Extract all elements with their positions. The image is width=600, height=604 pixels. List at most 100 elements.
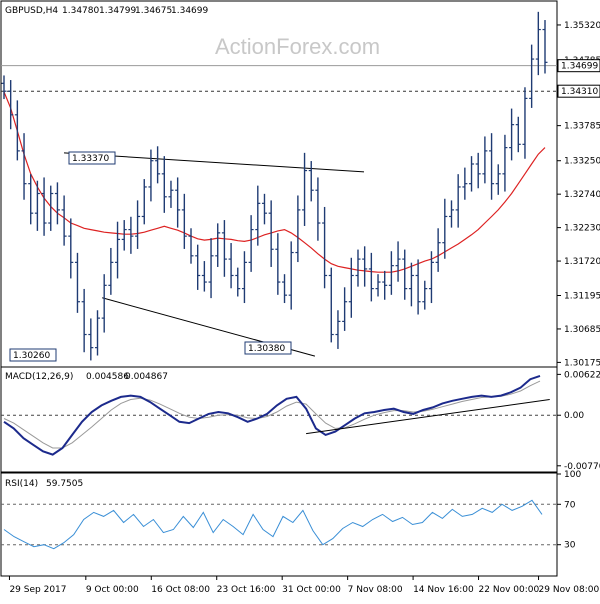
price-bar [275, 233, 281, 295]
macd-signal-line [3, 380, 541, 449]
annotation-label: 1.30380 [248, 344, 285, 354]
price-bar [509, 108, 515, 161]
price-bar [255, 185, 261, 246]
price-bar [61, 195, 67, 246]
price-bar [442, 198, 448, 259]
price-annotations: 1.33370 1.30260 1.30380 [9, 151, 292, 362]
annotation-label-box [244, 341, 292, 355]
price-bar [21, 133, 27, 200]
macd-plot: 0.006228 0.00 -0.007706 [1, 370, 600, 472]
price-bar [81, 288, 87, 353]
rsi-panel-frame [0, 472, 558, 577]
price-bar [342, 287, 348, 331]
price-bar [14, 100, 20, 161]
price-bar [428, 251, 434, 304]
rsi-line [3, 499, 543, 550]
price-bar [195, 244, 201, 290]
price-bar [235, 267, 241, 297]
price-tick-label: 1.32230 [564, 224, 600, 234]
time-tick-label: 29 Nov 08:00 [539, 585, 600, 595]
rsi-header-label: RSI(14) [5, 479, 38, 489]
price-bar [241, 251, 247, 304]
price-bar [362, 246, 368, 287]
time-tick-label: 16 Oct 08:00 [151, 585, 210, 595]
price-bar [469, 156, 475, 192]
time-tick-label: 14 Nov 16:00 [413, 585, 474, 595]
time-axis: 29 Sep 2017 9 Oct 00:00 16 Oct 08:00 23 Oct… [8, 576, 600, 595]
price-bar [248, 215, 254, 272]
level-line-tag: 1.34310 [561, 87, 598, 97]
macd-trendline [306, 398, 550, 435]
rsi-header-value: 59.7505 [46, 479, 83, 489]
price-bar [448, 200, 454, 228]
price-bar [101, 274, 107, 333]
price-bar [368, 252, 374, 302]
price-bar [115, 221, 121, 279]
price-bar [121, 220, 127, 251]
price-bar [155, 146, 161, 184]
price-bar [388, 251, 394, 295]
price-bar [8, 80, 14, 130]
price-bar [201, 261, 207, 292]
price-bar [261, 193, 267, 225]
macd-tick-label: -0.007706 [564, 462, 600, 472]
price-bar [148, 149, 154, 202]
price-bar [375, 274, 381, 297]
macd-header-label: MACD(12,26,9) [5, 372, 73, 382]
macd-line [3, 374, 541, 456]
macd-tick-label: 0.006228 [564, 370, 600, 380]
price-bar [1, 75, 7, 100]
price-bar [395, 241, 401, 282]
price-bar [455, 174, 461, 228]
price-bar [268, 200, 274, 267]
price-header-close: 1.34699 [171, 6, 208, 16]
price-bars [1, 11, 548, 361]
price-bar [288, 241, 294, 310]
price-header-low: 1.34675 [135, 6, 172, 16]
time-tick-label: 7 Nov 08:00 [348, 585, 403, 595]
time-tick-label: 29 Sep 2017 [9, 585, 66, 595]
price-bar [88, 318, 94, 361]
price-bar [48, 185, 54, 231]
time-tick-label: 23 Oct 16:00 [217, 585, 276, 595]
watermark: ActionForex.com [215, 34, 380, 59]
price-bar [95, 310, 101, 356]
time-tick-label: 9 Oct 00:00 [86, 585, 139, 595]
price-header-open: 1.34780 [62, 6, 99, 16]
price-bar [348, 257, 354, 318]
price-tick-label: 1.35320 [564, 21, 600, 31]
time-tick-label: 31 Oct 00:00 [282, 585, 341, 595]
price-bar [402, 249, 408, 300]
price-bar [335, 310, 341, 349]
price-axis-ticks: 1.353201.347851.343101.337851.332501.327… [557, 21, 600, 368]
price-bar [522, 87, 528, 159]
price-bar [175, 177, 181, 228]
price-bar [282, 274, 288, 304]
price-bar [435, 228, 441, 272]
price-bar [168, 180, 174, 208]
price-bar [74, 252, 80, 313]
price-bar [475, 152, 481, 189]
price-tick-label: 1.32740 [564, 190, 600, 200]
price-bar [54, 182, 60, 225]
price-bar [208, 238, 214, 299]
price-bar [34, 180, 40, 231]
price-bar [495, 164, 501, 195]
price-header-symbol: GBPUSD,H4 [5, 6, 58, 16]
price-bar [108, 247, 114, 295]
price-bar [68, 218, 74, 279]
price-bar [128, 216, 134, 254]
price-bar [181, 193, 187, 249]
level-line-tag-box [557, 84, 600, 98]
time-tick-label: 22 Nov 00:00 [479, 585, 540, 595]
price-bar [228, 243, 234, 289]
price-bar [462, 167, 468, 200]
macd-header-signal: 0.004867 [125, 372, 168, 382]
price-tick-label: 1.33785 [564, 122, 600, 132]
price-tick-label: 1.31195 [564, 291, 600, 301]
price-bar [322, 206, 328, 289]
price-bar [535, 11, 541, 76]
price-bar [408, 262, 414, 307]
price-bar [415, 259, 421, 315]
